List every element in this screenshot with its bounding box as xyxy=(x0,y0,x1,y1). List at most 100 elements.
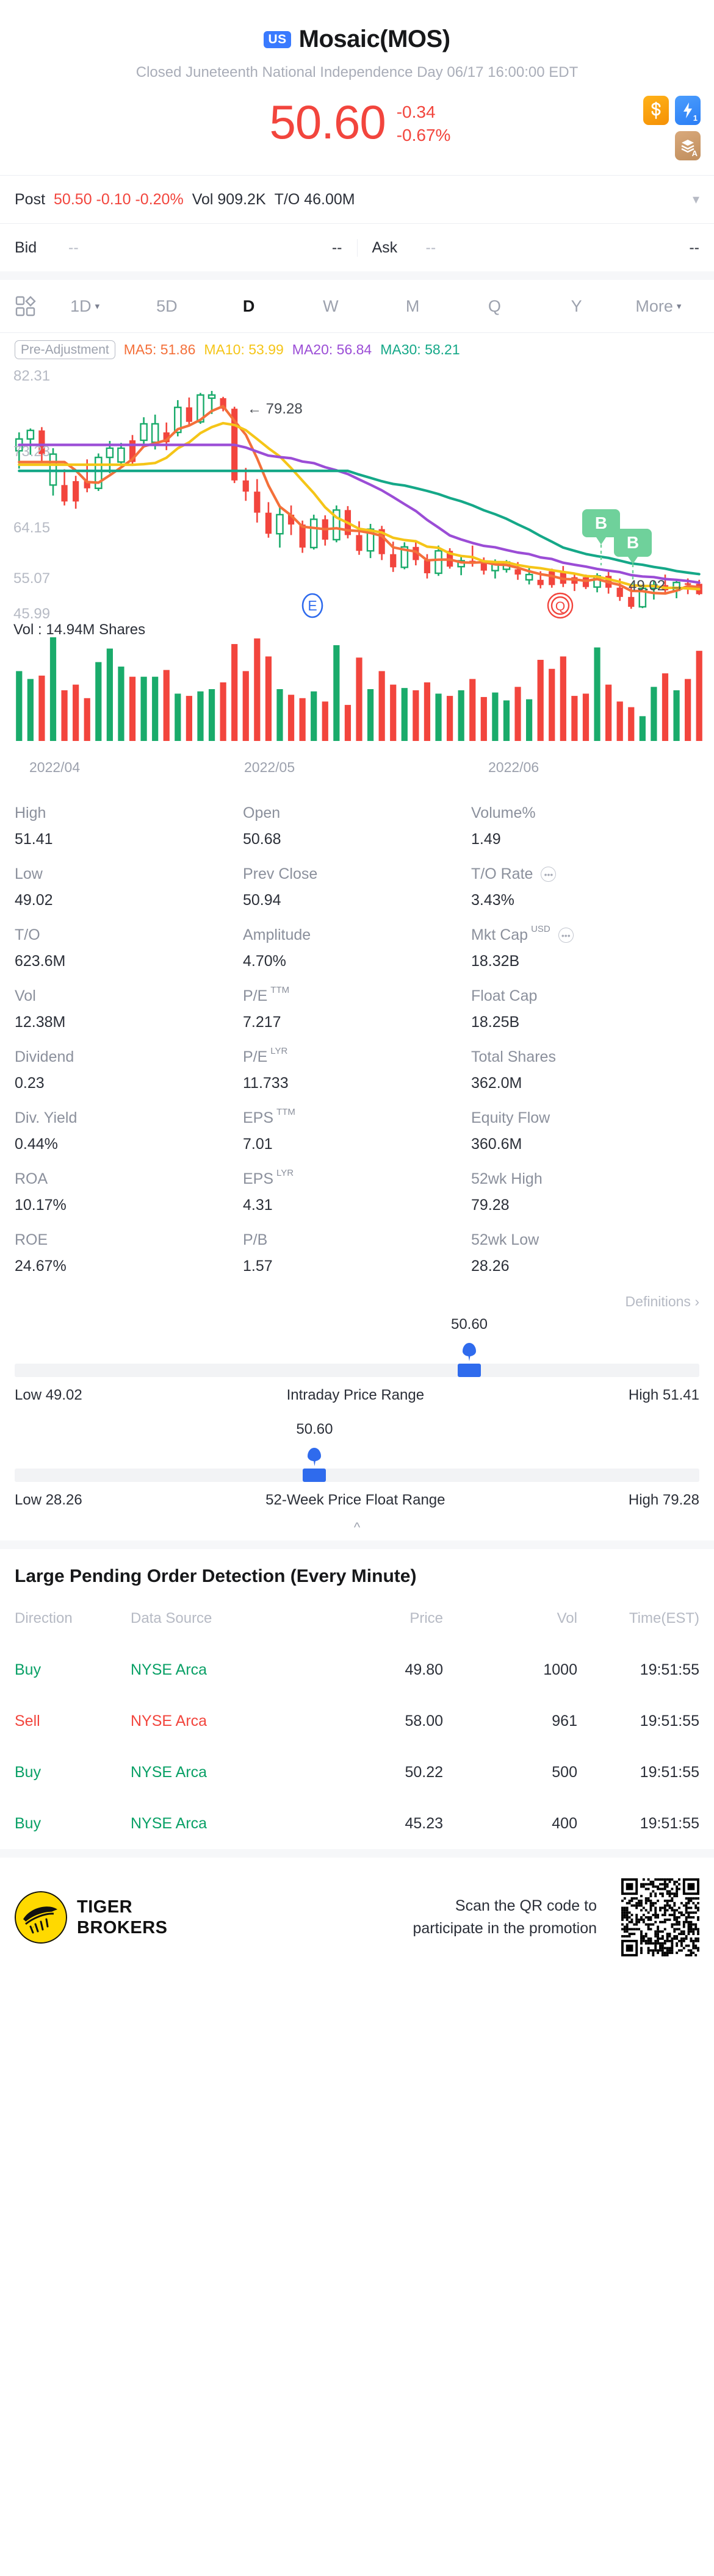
table-row[interactable]: Sell NYSE Arca 58.00 961 19:51:55 xyxy=(15,1695,699,1747)
intraday-range-block: 50.60 Low 49.02 Intraday Price Range Hig… xyxy=(0,1310,714,1404)
stat-key: P/E TTM xyxy=(243,985,471,1005)
market-flag-icon: US xyxy=(264,30,291,48)
intraday-range-thumb[interactable] xyxy=(458,1364,481,1377)
stat-key-label: Float Cap xyxy=(471,987,538,1004)
col-datasource: Data Source xyxy=(131,1610,212,1626)
quote-deltas: -0.34 -0.67% xyxy=(397,96,451,147)
ask-cell[interactable]: Ask -- -- xyxy=(356,238,714,257)
lightning-badge-icon[interactable]: 1 xyxy=(675,96,701,125)
stat-key-label: Equity Flow xyxy=(471,1109,550,1126)
stat-key-label: 52wk High xyxy=(471,1170,543,1187)
tab-1d-label: 1D xyxy=(70,296,92,315)
post-market-row[interactable]: Post 50.50 -0.10 -0.20% Vol 909.2K T/O 4… xyxy=(0,176,714,223)
cell-datasource: NYSE Arca xyxy=(131,1661,207,1678)
post-volume: Vol 909.2K xyxy=(192,190,266,208)
stat-item: 52wk Low 28.26 xyxy=(471,1223,699,1284)
ma5-legend: MA5: 51.86 xyxy=(123,342,196,357)
tab-w[interactable]: W xyxy=(290,297,372,316)
table-row[interactable]: Buy NYSE Arca 45.23 400 19:51:55 xyxy=(15,1798,699,1849)
ma10-legend: MA10: 53.99 xyxy=(204,342,284,357)
cell-datasource: NYSE Arca xyxy=(131,1814,207,1832)
cell-price: 49.80 xyxy=(405,1661,443,1678)
stat-key: Equity Flow xyxy=(471,1109,699,1127)
price-chart[interactable]: E Q B B 82.31 73.23 64.15 55.07 45.99 ← 79.… xyxy=(0,364,714,779)
stat-key-label: Open xyxy=(243,804,281,821)
stat-key: Open xyxy=(243,804,471,822)
tab-more[interactable]: More ▾ xyxy=(618,297,699,316)
intraday-range-low: Low 49.02 xyxy=(15,1387,82,1403)
col-price: Price xyxy=(409,1610,443,1626)
stat-value: 18.32B xyxy=(471,953,520,970)
table-row[interactable]: Buy NYSE Arca 49.80 1000 19:51:55 xyxy=(15,1644,699,1695)
y-tick-1: 73.23 xyxy=(13,443,51,460)
stat-value: 360.6M xyxy=(471,1136,522,1153)
stat-key-superscript: LYR xyxy=(270,1046,288,1056)
tab-5d-label: 5D xyxy=(156,296,178,315)
post-values: 50.50 -0.10 -0.20% xyxy=(54,190,184,208)
stat-key: Prev Close xyxy=(243,865,471,883)
stat-value: 51.41 xyxy=(15,831,53,848)
info-icon[interactable]: ••• xyxy=(558,928,574,943)
tab-q[interactable]: Q xyxy=(453,297,535,316)
orders-table: Direction Data Source Price Vol Time(EST… xyxy=(0,1593,714,1849)
stat-key: High xyxy=(15,804,243,822)
definitions-link[interactable]: Definitions › xyxy=(625,1293,699,1309)
svg-text:Q: Q xyxy=(555,599,565,614)
layers-badge-icon[interactable]: A xyxy=(675,131,701,160)
tab-y[interactable]: Y xyxy=(536,297,618,316)
tab-5d[interactable]: 5D xyxy=(126,297,207,316)
chevron-up-icon[interactable]: ^ xyxy=(353,1520,361,1535)
cell-time: 19:51:55 xyxy=(640,1814,699,1832)
cell-direction: Buy xyxy=(15,1763,41,1781)
brand-name: TIGER BROKERS xyxy=(77,1897,168,1938)
stat-value: 7.217 xyxy=(243,1014,281,1031)
stat-key: ROA xyxy=(15,1170,243,1188)
tab-d[interactable]: D xyxy=(208,297,290,316)
stat-item: T/O 623.6M xyxy=(15,918,243,979)
orders-table-body: Buy NYSE Arca 49.80 1000 19:51:55 Sell NYSE Ar… xyxy=(15,1644,699,1849)
bid-cell[interactable]: Bid -- -- xyxy=(0,239,357,257)
stat-key-label: EPS xyxy=(243,1170,274,1187)
table-row[interactable]: Buy NYSE Arca 50.22 500 19:51:55 xyxy=(15,1747,699,1798)
market-status-text: Closed Juneteenth National Independence … xyxy=(135,64,579,80)
info-icon[interactable]: ••• xyxy=(541,867,557,882)
cell-direction: Buy xyxy=(15,1814,41,1832)
y-tick-4: 45.99 xyxy=(13,606,51,622)
quote-center: 50.60 -0.34 -0.67% xyxy=(0,96,714,148)
intraday-range-high: High 51.41 xyxy=(628,1387,699,1403)
stat-value: 362.0M xyxy=(471,1075,522,1092)
section-band xyxy=(0,1540,714,1549)
svg-text:B: B xyxy=(627,533,639,552)
promo-text: Scan the QR code to participate in the p… xyxy=(247,1895,609,1941)
pre-adjustment-chip[interactable]: Pre-Adjustment xyxy=(15,340,115,359)
intraday-range-track[interactable] xyxy=(15,1364,699,1377)
chart-last-annotation: 49.02 → xyxy=(629,578,684,594)
stat-key: P/B xyxy=(243,1231,471,1249)
cell-time: 19:51:55 xyxy=(640,1763,699,1781)
timeframe-tabs: 1D ▾ 5D D W M Q Y More ▾ xyxy=(0,280,714,332)
fiftytwo-week-range-track[interactable] xyxy=(15,1469,699,1482)
tab-1d[interactable]: 1D ▾ xyxy=(44,297,126,316)
stat-key-label: Volume% xyxy=(471,804,536,821)
fiftytwo-week-range-labels: Low 28.26 52-Week Price Float Range High… xyxy=(15,1492,699,1509)
chevron-down-icon[interactable]: ▾ xyxy=(692,191,699,207)
chart-high-annotation: ← 79.28 xyxy=(247,401,303,417)
cell-datasource: NYSE Arca xyxy=(131,1712,207,1730)
stat-key-label: P/E xyxy=(243,1048,268,1065)
chart-layout-icon[interactable] xyxy=(15,295,44,317)
divider xyxy=(0,223,714,224)
fiftytwo-week-range-title: 52-Week Price Float Range xyxy=(265,1492,445,1508)
stat-value: 49.02 xyxy=(15,892,53,909)
intraday-marker-value: 50.60 xyxy=(450,1316,488,1333)
status-bar-gap xyxy=(0,0,714,13)
bid-size: -- xyxy=(331,238,342,256)
fiftytwo-week-range-thumb[interactable] xyxy=(303,1469,326,1482)
intraday-range-pin-icon xyxy=(463,1343,476,1361)
stat-item: EPS LYR 4.31 xyxy=(243,1162,471,1223)
tab-m[interactable]: M xyxy=(372,297,453,316)
dollar-badge-icon[interactable] xyxy=(643,96,669,125)
stat-item: ROA 10.17% xyxy=(15,1162,243,1223)
stat-item: P/E LYR 11.733 xyxy=(243,1040,471,1101)
collapse-stats-row[interactable]: ^ xyxy=(0,1509,714,1540)
